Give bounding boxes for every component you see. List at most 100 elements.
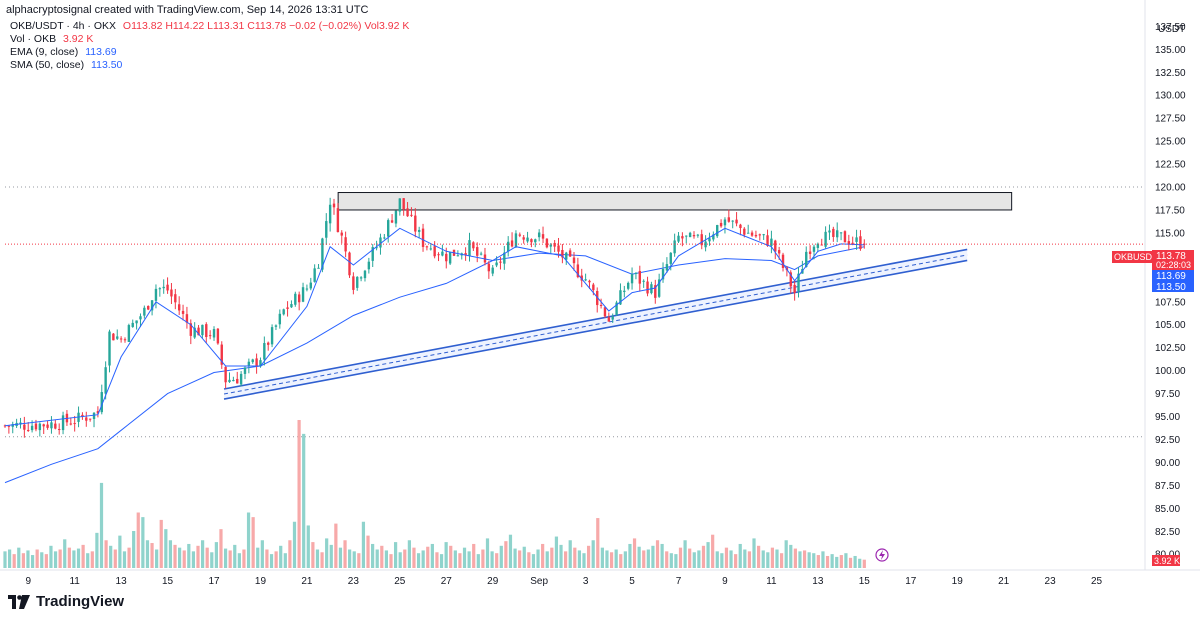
candle-body — [147, 306, 150, 310]
candle — [646, 276, 649, 297]
volume-bar — [375, 549, 379, 568]
volume-bar — [743, 549, 747, 568]
candle-body — [328, 204, 332, 224]
candle — [406, 202, 409, 217]
last-price-tag: 113.78 02:28:03 — [1152, 250, 1194, 270]
candle-body — [433, 246, 436, 257]
candle-body — [81, 414, 84, 417]
volume-bar — [453, 550, 457, 568]
volume-bar — [462, 547, 467, 568]
volume-bar — [237, 553, 241, 568]
candle-body — [685, 235, 688, 237]
candle-body — [688, 232, 692, 238]
volume-bar — [504, 541, 508, 568]
volume-bar — [720, 553, 724, 568]
time-tick-label: 19 — [952, 576, 964, 587]
volume-bar — [591, 540, 595, 568]
volume-bar — [426, 546, 430, 568]
volume-bar — [793, 548, 797, 568]
volume-bar — [246, 512, 251, 568]
volume-bar — [862, 559, 866, 568]
candle — [754, 230, 758, 238]
legend-sma-row: SMA (50, close) 113.50 — [10, 59, 413, 72]
volume-bar — [306, 525, 310, 568]
volume-bar — [596, 518, 600, 568]
volume-bar — [292, 521, 297, 568]
volume-bar — [3, 551, 7, 568]
candle — [789, 270, 792, 294]
ema-price-tag: 113.69 — [1152, 270, 1194, 282]
candle-body — [607, 317, 611, 322]
candle-body — [731, 220, 734, 222]
candle-body — [127, 325, 131, 342]
candle-body — [325, 221, 328, 238]
chart-legend: OKB/USDT · 4h · OKX O113.82 H114.22 L113… — [10, 20, 413, 72]
candle-body — [398, 198, 402, 212]
candle-body — [770, 238, 773, 246]
legend-symbol[interactable]: OKB/USDT · 4h · OKX — [10, 20, 116, 32]
candle — [398, 198, 402, 216]
candle-body — [805, 251, 808, 268]
time-tick-label: 13 — [116, 576, 128, 587]
candle — [336, 203, 340, 233]
candle-body — [863, 243, 866, 245]
candle — [224, 366, 227, 389]
volume-bar — [499, 545, 503, 568]
candle-body — [267, 342, 270, 345]
candle — [61, 411, 65, 435]
volume-bar — [674, 554, 678, 568]
candle-body — [537, 232, 541, 238]
candle — [727, 209, 731, 223]
candle-body — [278, 313, 282, 325]
volume-bar — [724, 547, 729, 568]
time-tick-label: 19 — [255, 576, 267, 587]
channel-lower-line[interactable] — [223, 259, 968, 400]
candle — [46, 420, 49, 430]
candle — [85, 411, 88, 427]
candle-body — [158, 288, 162, 290]
legend-vol-label[interactable]: Vol · OKB — [10, 33, 57, 45]
candle-body — [239, 373, 243, 385]
volume-bar — [95, 532, 99, 568]
time-tick-label: 9 — [25, 576, 31, 587]
candle-body — [441, 251, 444, 256]
volume-bar — [283, 553, 287, 568]
volume-bar — [848, 557, 853, 568]
tradingview-logo[interactable]: TradingView — [8, 593, 124, 610]
volume-tag: 3.92 K — [1152, 555, 1180, 566]
volume-bar — [338, 547, 343, 568]
time-tick-label: 25 — [1091, 576, 1103, 587]
candle — [394, 210, 398, 228]
lightning-icon[interactable] — [875, 548, 889, 562]
time-axis[interactable]: 9 11 13 15 17 19 21 23 25 27 29 Sep 3 5 7 9 11 13 15 17 19 21… — [25, 576, 1102, 587]
candle-body — [619, 290, 622, 305]
legend-symbol-row: OKB/USDT · 4h · OKX O113.82 H114.22 L113… — [10, 20, 413, 33]
candle — [774, 239, 777, 260]
legend-ema-label[interactable]: EMA (9, close) — [10, 46, 79, 58]
volume-bar — [150, 543, 154, 568]
candle-body — [448, 252, 452, 264]
price-tick-label: 102.50 — [1155, 343, 1186, 354]
candle-body — [11, 424, 14, 427]
volume-bar — [269, 554, 274, 568]
legend-sma-label[interactable]: SMA (50, close) — [10, 59, 85, 71]
resistance-zone[interactable] — [337, 192, 1013, 211]
candle — [174, 288, 177, 310]
price-tick-label: 135.00 — [1155, 45, 1186, 56]
candle-body — [286, 307, 289, 309]
candle — [518, 232, 522, 238]
candle-body — [743, 228, 746, 235]
candle — [356, 276, 359, 291]
candle-body — [162, 286, 165, 289]
candle-body — [793, 284, 796, 293]
price-tick-label: 85.00 — [1155, 504, 1180, 515]
channel-upper-line[interactable] — [223, 248, 968, 390]
volume-bar — [210, 552, 214, 568]
candle — [220, 341, 223, 369]
volume-bar — [522, 546, 526, 568]
annotation-layer[interactable] — [223, 192, 1013, 400]
candle-body — [437, 254, 440, 256]
candle — [425, 245, 429, 251]
volume-bar — [757, 545, 761, 568]
